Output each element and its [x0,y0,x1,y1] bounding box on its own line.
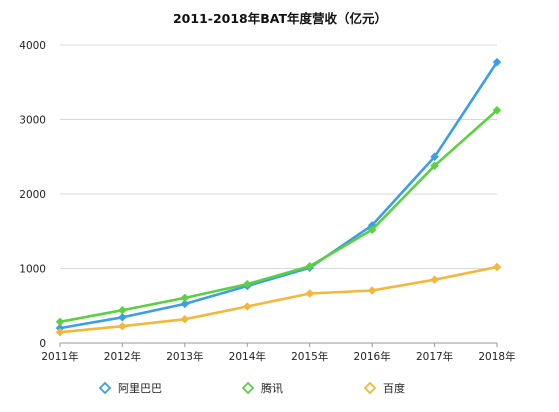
legend-label: 阿里巴巴 [118,382,162,395]
legend-item: 阿里巴巴 [98,381,162,395]
data-point [55,327,65,337]
data-point [118,321,127,331]
data-point [242,302,252,311]
data-point [55,317,65,327]
data-point [118,312,127,322]
gridlines [60,44,497,269]
y-tick-label: 2000 [19,189,46,201]
x-tick-label: 2013年 [166,350,203,363]
x-axis: 2011年 2012年 2013年 2014年 2015年 2016年 2017年 2018年 [41,342,516,363]
legend-item: 腾讯 [241,381,283,395]
series [55,57,502,337]
legend-label: 腾讯 [261,381,283,395]
legend-diamond-icon [241,381,255,395]
data-point [242,279,252,289]
data-point [118,305,127,315]
series-2 [55,262,502,337]
x-tick-label: 2016年 [354,350,391,363]
legend: 阿里巴巴 腾讯 百度 [98,381,405,395]
data-point [367,225,377,235]
data-point [367,286,377,295]
data-point [492,262,502,272]
series-line [58,265,499,334]
series-line [58,108,499,324]
data-point [180,314,190,324]
x-tick-label: 2014年 [229,350,266,363]
x-tick-label: 2015年 [291,350,328,363]
x-tick-label: 2012年 [104,350,141,363]
x-tick-label: 2018年 [478,350,515,363]
data-point [492,57,502,67]
data-point [305,261,315,271]
data-point [180,293,190,303]
y-tick-label: 4000 [19,40,46,52]
series-line [58,60,499,330]
legend-diamond-icon [363,381,377,395]
data-point [430,275,439,285]
y-tick-label: 1000 [19,264,46,276]
legend-label: 百度 [383,381,405,395]
x-tick-label: 2017年 [416,350,453,363]
data-point [305,289,315,298]
y-tick-label: 0 [39,338,46,350]
legend-item: 百度 [363,381,405,395]
series-1 [55,105,502,327]
x-tick-label: 2011年 [41,350,78,363]
data-point [180,299,190,309]
y-tick-label: 3000 [19,115,46,127]
y-axis: 0 1000 2000 3000 4000 [19,40,46,350]
data-point [430,161,439,171]
series-0 [55,57,502,333]
chart-title: 2011-2018年BAT年度营收（亿元） [173,11,387,26]
legend-diamond-icon [98,381,112,395]
data-point [492,105,502,115]
data-point [430,152,439,162]
